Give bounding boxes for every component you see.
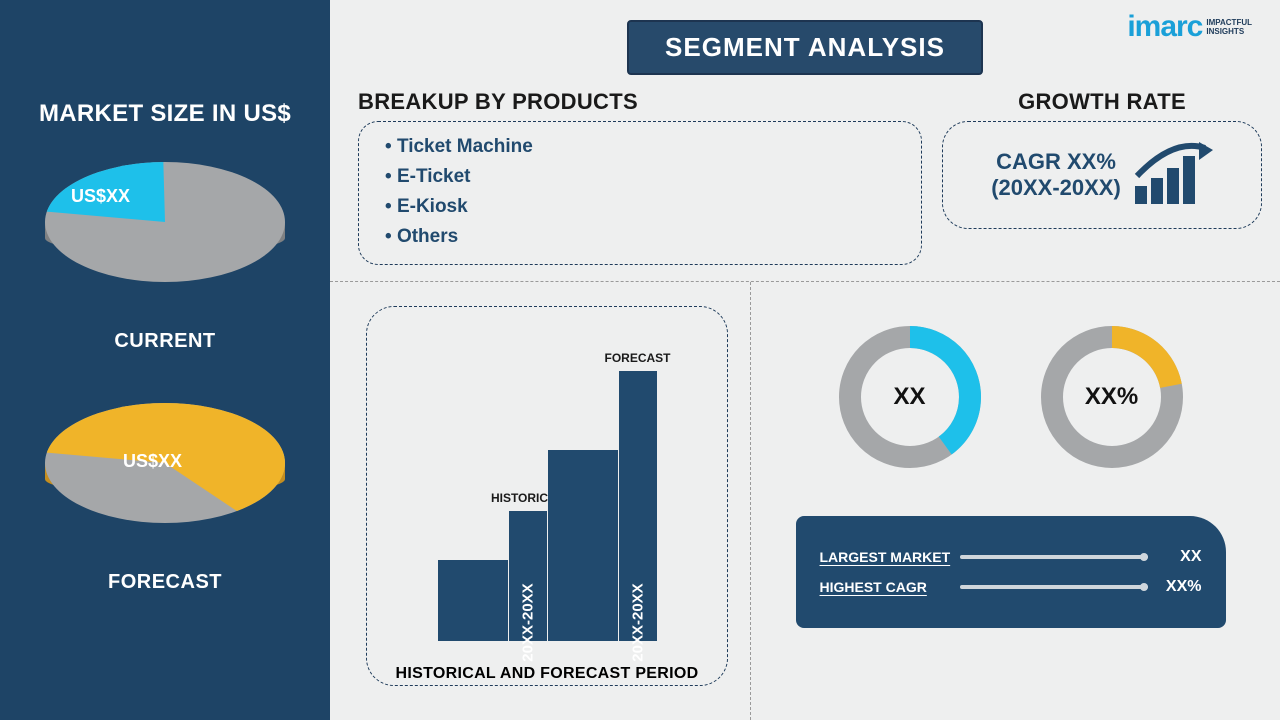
- growth-text: CAGR XX% (20XX-20XX): [991, 149, 1121, 201]
- product-item: E-Ticket: [385, 162, 895, 192]
- banner-row-0: LARGEST MARKET XX: [820, 548, 1202, 566]
- caption-current: CURRENT: [114, 330, 215, 353]
- banner-row-1-line: [960, 585, 1148, 589]
- banner: LARGEST MARKET XX HIGHEST CAGR XX%: [796, 516, 1226, 628]
- bar-1-inlabel: 20XX-20XX: [519, 583, 536, 661]
- growth: GROWTH RATE CAGR XX% (20XX-20XX): [942, 89, 1262, 265]
- products-title: BREAKUP BY PRODUCTS: [358, 89, 922, 115]
- product-item: E-Kiosk: [385, 192, 895, 222]
- banner-row-0-label: LARGEST MARKET: [820, 549, 951, 565]
- hist-forecast-box: HISTORICAL 20XX-20XX FORECAST 20XX-20XX …: [366, 306, 728, 686]
- hist-forecast-caption: HISTORICAL AND FORECAST PERIOD: [367, 665, 727, 683]
- header-badge: SEGMENT ANALYSIS: [627, 20, 983, 75]
- bar-3: FORECAST 20XX-20XX: [619, 371, 657, 641]
- main: imarc IMPACTFUL INSIGHTS SEGMENT ANALYSI…: [330, 0, 1280, 720]
- growth-box: CAGR XX% (20XX-20XX): [942, 121, 1262, 229]
- banner-row-1-label: HIGHEST CAGR: [820, 579, 950, 595]
- bar-3-toplabel: FORECAST: [605, 351, 671, 365]
- hist-forecast: HISTORICAL 20XX-20XX FORECAST 20XX-20XX …: [330, 282, 750, 720]
- bar-0: [438, 560, 508, 641]
- sidebar-title: MARKET SIZE IN US$: [39, 100, 291, 128]
- product-item: Ticket Machine: [385, 132, 895, 162]
- products: BREAKUP BY PRODUCTS Ticket Machine E-Tic…: [358, 89, 922, 265]
- sidebar: MARKET SIZE IN US$ US$XX CURRENT US$XX F…: [0, 0, 330, 720]
- pie-forecast-label: US$XX: [123, 451, 182, 472]
- row-bottom: HISTORICAL 20XX-20XX FORECAST 20XX-20XX …: [330, 282, 1280, 720]
- donut-0-center: XX: [835, 322, 985, 472]
- logo-tagline: IMPACTFUL INSIGHTS: [1206, 10, 1252, 36]
- bars: HISTORICAL 20XX-20XX FORECAST 20XX-20XX: [367, 351, 727, 641]
- logo-tag2: INSIGHTS: [1206, 27, 1252, 36]
- banner-row-1: HIGHEST CAGR XX%: [820, 578, 1202, 596]
- growth-icon: [1133, 142, 1213, 208]
- logo-tag1: IMPACTFUL: [1206, 18, 1252, 27]
- products-box: Ticket Machine E-Ticket E-Kiosk Others: [358, 121, 922, 265]
- growth-line1: CAGR XX%: [991, 149, 1121, 175]
- bar-1: HISTORICAL 20XX-20XX: [509, 511, 547, 642]
- product-item: Others: [385, 222, 895, 252]
- caption-forecast: FORECAST: [108, 571, 222, 594]
- growth-title: GROWTH RATE: [1018, 89, 1186, 115]
- donut-1: XX%: [1037, 322, 1187, 472]
- logo: imarc IMPACTFUL INSIGHTS: [1127, 10, 1252, 44]
- right-panel: XX XX% LARGEST MARKET XX HIGHEST CAGR XX…: [750, 282, 1280, 720]
- logo-mark: imarc: [1127, 10, 1202, 44]
- pie-current-label: US$XX: [71, 186, 130, 207]
- bar-3-inlabel: 20XX-20XX: [629, 583, 646, 661]
- donut-0: XX: [835, 322, 985, 472]
- donuts: XX XX%: [769, 310, 1252, 472]
- row-products-growth: BREAKUP BY PRODUCTS Ticket Machine E-Tic…: [330, 75, 1280, 265]
- banner-row-1-value: XX%: [1158, 578, 1202, 596]
- growth-line2: (20XX-20XX): [991, 175, 1121, 201]
- pie-current: US$XX: [45, 162, 285, 282]
- pie-forecast: US$XX: [45, 403, 285, 523]
- banner-row-0-value: XX: [1158, 548, 1202, 566]
- banner-row-0-line: [960, 555, 1147, 559]
- donut-1-center: XX%: [1037, 322, 1187, 472]
- bar-2: [548, 450, 618, 641]
